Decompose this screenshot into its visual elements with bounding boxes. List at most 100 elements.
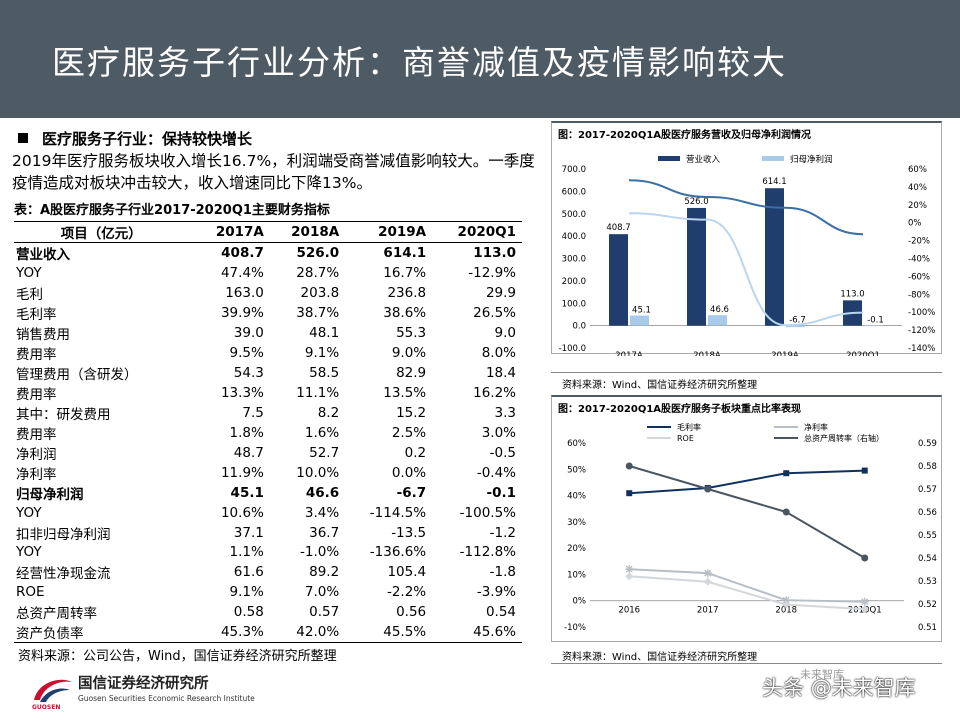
table-row: 费用率 1.8% 1.6% 2.5% 3.0% (14, 423, 522, 443)
table-cell: -13.5 (391, 524, 427, 541)
slide-header: 医疗服务子行业分析：商誉减值及疫情影响较大 (0, 0, 960, 118)
x-tick-label: 2017A (615, 351, 643, 356)
legend-label-profit: 归母净利润 (790, 154, 833, 165)
table-cell: 销售费用 (16, 326, 70, 343)
table-cell: 16.2% (473, 384, 516, 401)
legend-label-revenue: 营业收入 (686, 154, 721, 165)
chart2-source-divider (551, 663, 942, 664)
table-cell: 8.0% (481, 344, 516, 361)
y-tick-label: 500.0 (562, 210, 586, 220)
bar-revenue (687, 207, 706, 326)
legend-swatch-profit (762, 156, 784, 161)
table-cell: 0.2 (404, 444, 427, 461)
table-cell: -1.2 (489, 524, 516, 541)
table-cell: 11.1% (296, 384, 340, 401)
table-cell: 0.57 (309, 604, 340, 621)
point-marker (782, 596, 791, 605)
table-cell: -100.5% (459, 504, 516, 521)
table-cell: 45.3% (194, 622, 270, 644)
table-cell: 39.0 (233, 324, 264, 341)
y2-tick-label: 0.51 (918, 623, 937, 633)
data-label-profit: -0.1 (867, 316, 884, 326)
table-cell: 113.0 (473, 245, 516, 261)
point-marker (625, 572, 634, 581)
ratio-chart: 图：2017-2020Q1A股医疗服务子板块重点比率表现 60% 50% 40% 30… (551, 395, 942, 642)
section-paragraph: 2019年医疗服务板块收入增长16.7%，利润端受商誉减值影响较大。一季度疫情造… (12, 152, 535, 192)
table-header-row: 项目（亿元） 2017A 2018A 2019A 2020Q1 (14, 221, 522, 243)
table-cell: -0.5 (489, 444, 516, 461)
legend-swatch-revenue (658, 156, 680, 161)
point-marker (861, 554, 869, 562)
table-cell: 526.0 (296, 245, 340, 261)
chart1-svg: 700.0 600.0 500.0 400.0 300.0 200.0 100.0 0.0 -1… (559, 154, 936, 356)
point-marker (783, 470, 790, 477)
y-tick-label: 0% (573, 597, 587, 607)
table-cell: 13.3% (220, 384, 264, 401)
table-cell: 扣非归母净利润 (16, 526, 111, 543)
line-profit-yoy (628, 212, 864, 327)
y2-tick-label: 0.55 (918, 531, 937, 541)
table-cell: -2.2% (386, 584, 427, 601)
table-cell: 10.6% (220, 504, 264, 521)
table-cell: 资产负债率 (14, 622, 195, 644)
chart1-source: 资料来源：Wind、国信证券经济研究所整理 (562, 380, 758, 391)
table-cell: 46.6 (305, 484, 340, 501)
data-label-revenue: 113.0 (840, 289, 864, 299)
table-row: YOY 10.6% 3.4% -114.5% -100.5% (14, 503, 522, 523)
y-tick-label: 60% (567, 439, 586, 449)
x-tick-label: 2018 (775, 606, 797, 616)
table-row: 资产负债率 45.3% 42.0% 45.5% 45.6% (14, 622, 522, 644)
bar-profit (786, 325, 805, 328)
table-cell: 614.1 (383, 245, 427, 261)
series-line-1 (629, 568, 865, 603)
y2-tick-label: -20% (908, 237, 930, 247)
table-cell: 归母净利润 (16, 486, 84, 503)
table-cell: 15.2 (396, 404, 427, 421)
table-cell: 费用率 (16, 386, 57, 403)
square-bullet-icon (18, 133, 28, 143)
table-row: 净利润 48.7 52.7 0.2 -0.5 (14, 443, 522, 463)
table-cell: -3.9% (476, 584, 516, 601)
table-cell: YOY (16, 264, 42, 281)
series-line-0 (629, 469, 865, 495)
table-cell: 18.4 (485, 364, 516, 381)
point-marker (625, 462, 633, 470)
table-row: 归母净利润 45.1 46.6 -6.7 -0.1 (14, 483, 522, 503)
y2-tick-label: 40% (908, 183, 927, 193)
table-cell: 45.6% (432, 622, 522, 644)
table-row: 毛利 163.0 203.8 236.8 29.9 (14, 283, 522, 303)
table-cell: 9.0 (494, 324, 516, 341)
x-tick-label: 2016 (618, 606, 640, 616)
table-cell: 费用率 (16, 346, 57, 363)
table-cell: 39.9% (220, 304, 264, 321)
table-cell: 0.0% (391, 464, 427, 481)
table-cell: 11.9% (220, 464, 264, 481)
line-revenue-yoy (628, 179, 864, 236)
table-cell: 净利率 (16, 466, 57, 483)
data-label-profit: -6.7 (789, 316, 806, 326)
y2-tick-label: 0% (908, 219, 922, 229)
table-cell: 3.3 (494, 404, 516, 421)
point-marker (782, 600, 791, 609)
table-cell: 163.0 (225, 284, 264, 301)
table-cell: 7.0% (304, 584, 340, 601)
y-tick-label: 40% (567, 492, 586, 502)
series-line-3 (628, 465, 866, 559)
y-tick-label: -10% (564, 623, 586, 633)
table-cell: 42.0% (269, 622, 346, 644)
table-cell: -12.9% (468, 264, 516, 281)
table-cell: 净利润 (16, 446, 57, 463)
table-cell: 105.4 (387, 564, 427, 581)
table-header-cell: 2019A (345, 221, 433, 243)
table-cell: 45.5% (345, 622, 433, 644)
point-marker (704, 485, 712, 493)
table-body: 营业收入 408.7 526.0 614.1 113.0 YOY 47.4% 28.7% 16.… (14, 243, 522, 644)
data-label-revenue: 614.1 (762, 177, 786, 187)
y2-tick-label: -60% (908, 272, 930, 282)
y-tick-label: 10% (567, 570, 586, 580)
chart2-title: 图：2017-2020Q1A股医疗服务子板块重点比率表现 (558, 404, 802, 415)
y2-tick-label: 0.52 (918, 600, 937, 610)
table-cell: 37.1 (233, 524, 264, 541)
table-row: 扣非归母净利润 37.1 36.7 -13.5 -1.2 (14, 523, 522, 543)
revenue-profit-chart: 图：2017-2020Q1A股医疗服务营收及归母净利润情况 700.0 600.0… (551, 121, 942, 356)
